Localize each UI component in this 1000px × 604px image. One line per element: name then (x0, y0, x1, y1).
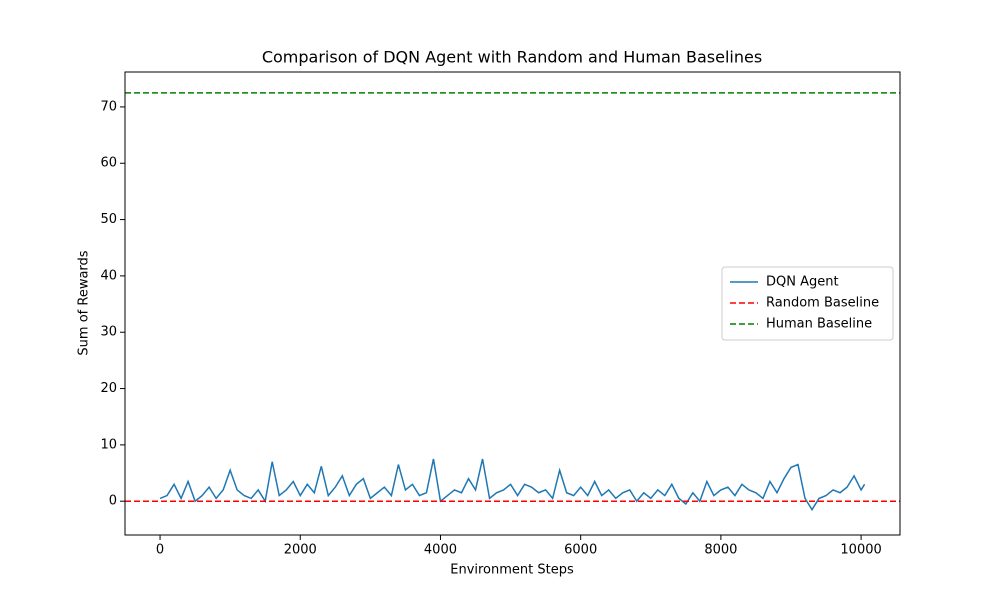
plot-frame (124, 71, 901, 536)
y-tick-label: 20 (100, 381, 117, 396)
y-tick-label: 60 (100, 156, 117, 171)
y-tick-label: 50 (100, 212, 117, 227)
x-tick-label: 8000 (704, 543, 737, 558)
x-tick-label: 6000 (564, 543, 597, 558)
x-tick-label: 0 (156, 543, 164, 558)
y-tick-label: 0 (109, 494, 117, 509)
x-tick-label: 10000 (840, 543, 881, 558)
legend-label: Random Baseline (766, 296, 879, 311)
y-tick-label: 30 (100, 325, 117, 340)
legend-label: Human Baseline (766, 317, 872, 332)
y-tick-label: 40 (100, 268, 117, 283)
y-axis-label: Sum of Rewards (77, 250, 92, 355)
y-tick-label: 10 (100, 437, 117, 452)
x-tick-label: 2000 (284, 543, 317, 558)
x-tick-label: 4000 (424, 543, 457, 558)
legend-box (721, 266, 894, 341)
x-axis-label: Environment Steps (450, 563, 574, 578)
chart-title: Comparison of DQN Agent with Random and … (262, 48, 762, 67)
data-line (159, 458, 866, 512)
y-tick-label: 70 (100, 99, 117, 114)
legend-label: DQN Agent (766, 275, 839, 290)
